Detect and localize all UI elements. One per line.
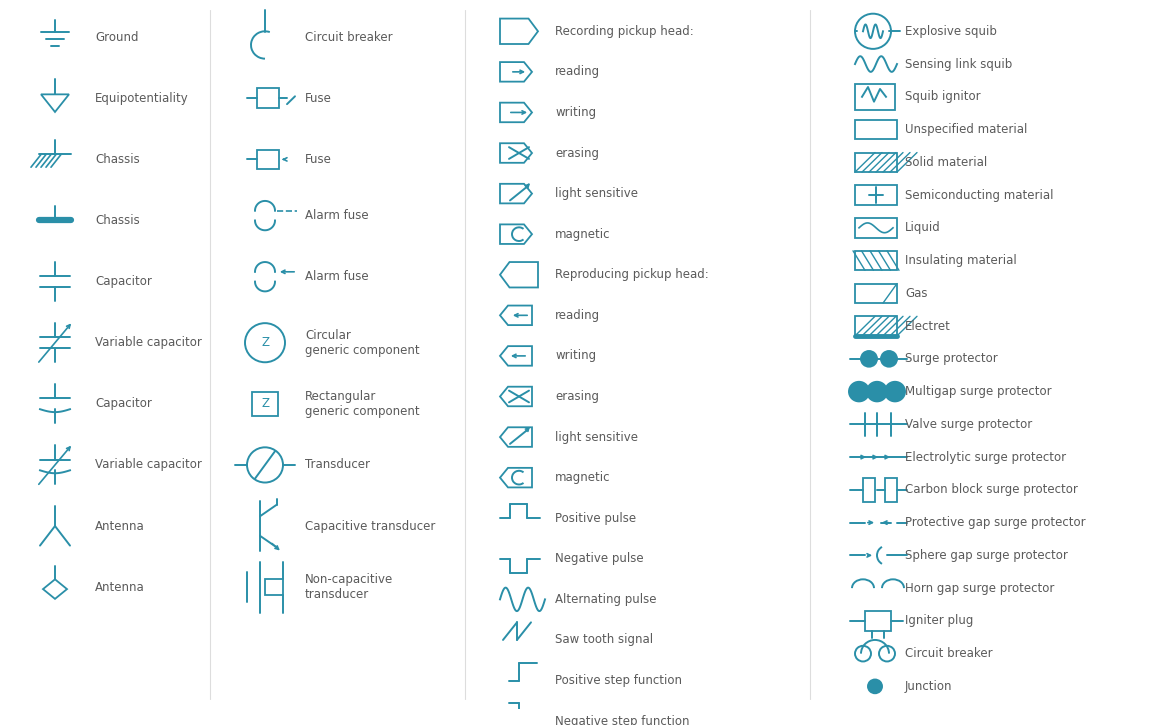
Text: magnetic: magnetic [555, 228, 611, 241]
Text: Chassis: Chassis [95, 153, 140, 166]
Text: Negative step function: Negative step function [555, 715, 690, 725]
Text: Circular
generic component: Circular generic component [305, 328, 420, 357]
Text: reading: reading [555, 65, 600, 78]
Text: Alternating pulse: Alternating pulse [555, 593, 656, 606]
Text: Equipotentiality: Equipotentiality [95, 92, 188, 105]
Text: Saw tooth signal: Saw tooth signal [555, 634, 654, 647]
Text: Reproducing pickup head:: Reproducing pickup head: [555, 268, 708, 281]
Text: Carbon block surge protector: Carbon block surge protector [905, 484, 1078, 497]
Text: Semiconducting material: Semiconducting material [905, 188, 1054, 202]
Text: light sensitive: light sensitive [555, 187, 638, 200]
Text: Junction: Junction [905, 680, 952, 693]
Text: Horn gap surge protector: Horn gap surge protector [905, 581, 1055, 594]
Text: Fuse: Fuse [305, 92, 331, 105]
Bar [252, 392, 278, 415]
Text: Alarm fuse: Alarm fuse [305, 270, 369, 283]
Text: Sphere gap surge protector: Sphere gap surge protector [905, 549, 1068, 562]
Circle shape [849, 382, 869, 402]
Text: Electret: Electret [905, 320, 951, 333]
Bar [855, 186, 897, 205]
Text: Igniter plug: Igniter plug [905, 614, 973, 627]
Text: Sensing link squib: Sensing link squib [905, 57, 1012, 70]
Text: Alarm fuse: Alarm fuse [305, 209, 369, 222]
Text: Z: Z [261, 397, 269, 410]
Text: erasing: erasing [555, 390, 599, 403]
Bar [855, 84, 896, 109]
Circle shape [861, 351, 877, 367]
Bar [855, 120, 897, 139]
Text: Valve surge protector: Valve surge protector [905, 418, 1033, 431]
Text: Unspecified material: Unspecified material [905, 123, 1027, 136]
Text: Positive step function: Positive step function [555, 674, 682, 687]
Text: Circuit breaker: Circuit breaker [305, 30, 393, 44]
Text: Gas: Gas [905, 287, 928, 300]
Circle shape [868, 679, 882, 693]
Text: Fuse: Fuse [305, 153, 331, 166]
Circle shape [882, 351, 897, 367]
Text: Non-capacitive
transducer: Non-capacitive transducer [305, 573, 393, 601]
Text: Recording pickup head:: Recording pickup head: [555, 25, 694, 38]
Text: reading: reading [555, 309, 600, 322]
Text: Variable capacitor: Variable capacitor [95, 336, 202, 349]
Text: Negative pulse: Negative pulse [555, 552, 643, 566]
Text: Ground: Ground [95, 30, 138, 44]
Bar [855, 283, 897, 303]
Text: Positive pulse: Positive pulse [555, 512, 636, 525]
Text: Squib ignitor: Squib ignitor [905, 91, 980, 103]
Text: magnetic: magnetic [555, 471, 611, 484]
Text: Rectangular
generic component: Rectangular generic component [305, 390, 420, 418]
Bar [265, 579, 283, 595]
Text: Capacitor: Capacitor [95, 275, 152, 288]
Bar [855, 251, 897, 270]
Text: erasing: erasing [555, 146, 599, 160]
Text: Electrolytic surge protector: Electrolytic surge protector [905, 451, 1066, 463]
Text: Z: Z [261, 336, 269, 349]
Circle shape [885, 382, 905, 402]
Circle shape [866, 382, 887, 402]
Text: Solid material: Solid material [905, 156, 987, 169]
Text: Surge protector: Surge protector [905, 352, 998, 365]
Bar [865, 611, 891, 631]
Text: Capacitor: Capacitor [95, 397, 152, 410]
Text: Multigap surge protector: Multigap surge protector [905, 385, 1051, 398]
Text: writing: writing [555, 106, 597, 119]
Bar [855, 152, 897, 172]
Bar [257, 88, 279, 108]
Text: light sensitive: light sensitive [555, 431, 638, 444]
Bar [885, 478, 897, 502]
Bar [863, 478, 875, 502]
Text: Liquid: Liquid [905, 221, 941, 234]
Text: Antenna: Antenna [95, 581, 144, 594]
Bar [257, 149, 279, 169]
Text: Chassis: Chassis [95, 214, 140, 227]
Text: Protective gap surge protector: Protective gap surge protector [905, 516, 1085, 529]
Bar [855, 316, 897, 336]
Text: Antenna: Antenna [95, 520, 144, 533]
Text: Capacitive transducer: Capacitive transducer [305, 520, 435, 533]
Text: Insulating material: Insulating material [905, 254, 1016, 267]
Text: Transducer: Transducer [305, 458, 370, 471]
Bar [855, 218, 897, 238]
Text: writing: writing [555, 349, 597, 362]
Text: Explosive squib: Explosive squib [905, 25, 997, 38]
Text: Variable capacitor: Variable capacitor [95, 458, 202, 471]
Text: Circuit breaker: Circuit breaker [905, 647, 993, 660]
